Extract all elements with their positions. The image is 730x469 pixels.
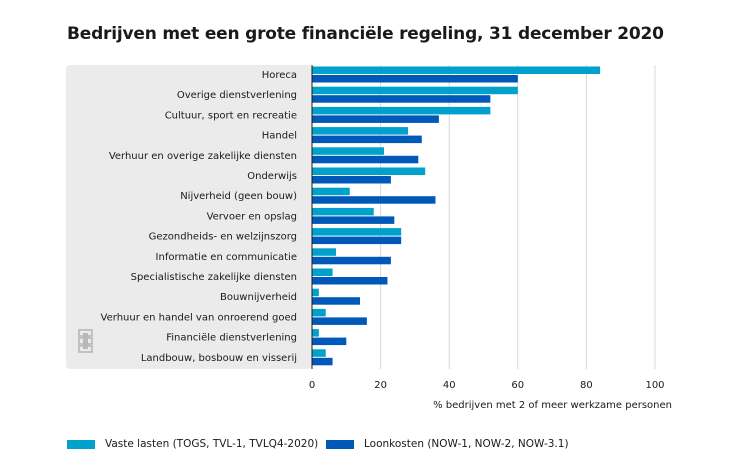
category-label: Gezondheids- en welzijnszorg [149, 232, 297, 243]
x-axis-label: % bedrijven met 2 of meer werkzame perso… [433, 400, 672, 411]
bar-vaste-lasten [312, 349, 326, 357]
category-label: Financiële dienstverlening [166, 333, 297, 344]
chart-title: Bedrijven met een grote financiële regel… [67, 24, 664, 44]
x-tick-label-20: 20 [374, 380, 387, 391]
bar-vaste-lasten [312, 187, 350, 196]
bar-loonkosten [312, 277, 388, 285]
bar-vaste-lasten [312, 329, 319, 337]
category-label: Onderwijs [247, 171, 297, 182]
category-label: Verhuur en overige zakelijke diensten [109, 151, 297, 162]
legend-label-vaste-lasten: Vaste lasten (TOGS, TVL-1, TVLQ4-2020) [105, 438, 319, 450]
legend-label-loonkosten: Loonkosten (NOW-1, NOW-2, NOW-3.1) [364, 438, 569, 450]
bar-loonkosten [312, 297, 361, 305]
bars [312, 66, 601, 366]
category-label: Specialistische zakelijke diensten [131, 272, 297, 283]
bar-loonkosten [312, 75, 518, 83]
x-tick-label-80: 80 [580, 380, 593, 391]
bar-loonkosten [312, 337, 347, 346]
category-label: Informatie en communicatie [156, 252, 297, 263]
bar-loonkosten [312, 216, 395, 224]
category-label: Vervoer en opslag [207, 211, 297, 222]
category-labels: Horeca Overige dienstverlening Cultuur, sp… [101, 70, 298, 364]
bar-vaste-lasten [312, 66, 601, 74]
x-tick-label-40: 40 [443, 380, 456, 391]
bar-loonkosten [312, 135, 422, 144]
x-tick-label-100: 100 [645, 380, 664, 391]
legend-swatch-loonkosten [326, 439, 354, 449]
category-label: Landbouw, bosbouw en visserij [141, 353, 297, 364]
bar-vaste-lasten [312, 248, 337, 256]
bar-loonkosten [312, 196, 436, 204]
bar-vaste-lasten [312, 268, 333, 276]
category-label: Nijverheid (geen bouw) [180, 191, 297, 202]
bar-vaste-lasten [312, 207, 374, 216]
x-tick-labels: 0 20 40 60 80 100 [309, 380, 665, 391]
cbs-logo-icon [78, 329, 93, 353]
category-label: Verhuur en handel van onroerend goed [101, 312, 297, 323]
bar-vaste-lasten [312, 106, 491, 115]
bar-loonkosten [312, 176, 391, 184]
legend-swatch-vaste-lasten [67, 439, 95, 449]
labels-panel [66, 65, 312, 369]
legend-item-loonkosten: Loonkosten (NOW-1, NOW-2, NOW-3.1) [326, 437, 569, 451]
bar-loonkosten [312, 115, 439, 123]
bar-vaste-lasten [312, 127, 409, 135]
bar-loonkosten [312, 95, 491, 103]
bar-vaste-lasten [312, 288, 319, 297]
x-tick-label-0: 0 [309, 380, 315, 391]
bar-loonkosten [312, 317, 367, 325]
category-label: Horeca [262, 70, 297, 81]
legend-item-vaste-lasten: Vaste lasten (TOGS, TVL-1, TVLQ4-2020) [67, 437, 318, 451]
bar-loonkosten [312, 155, 419, 164]
category-label: Bouwnijverheid [220, 292, 297, 303]
bar-loonkosten [312, 256, 391, 265]
category-label: Overige dienstverlening [177, 90, 297, 101]
bar-loonkosten [312, 357, 333, 366]
x-tick-label-60: 60 [511, 380, 524, 391]
bar-loonkosten [312, 236, 402, 245]
bar-vaste-lasten [312, 147, 385, 155]
bar-vaste-lasten [312, 86, 518, 95]
bar-vaste-lasten [312, 167, 426, 175]
bar-vaste-lasten [312, 308, 326, 317]
bar-vaste-lasten [312, 228, 402, 236]
category-label: Cultuur, sport en recreatie [165, 110, 297, 121]
category-label: Handel [262, 131, 297, 142]
